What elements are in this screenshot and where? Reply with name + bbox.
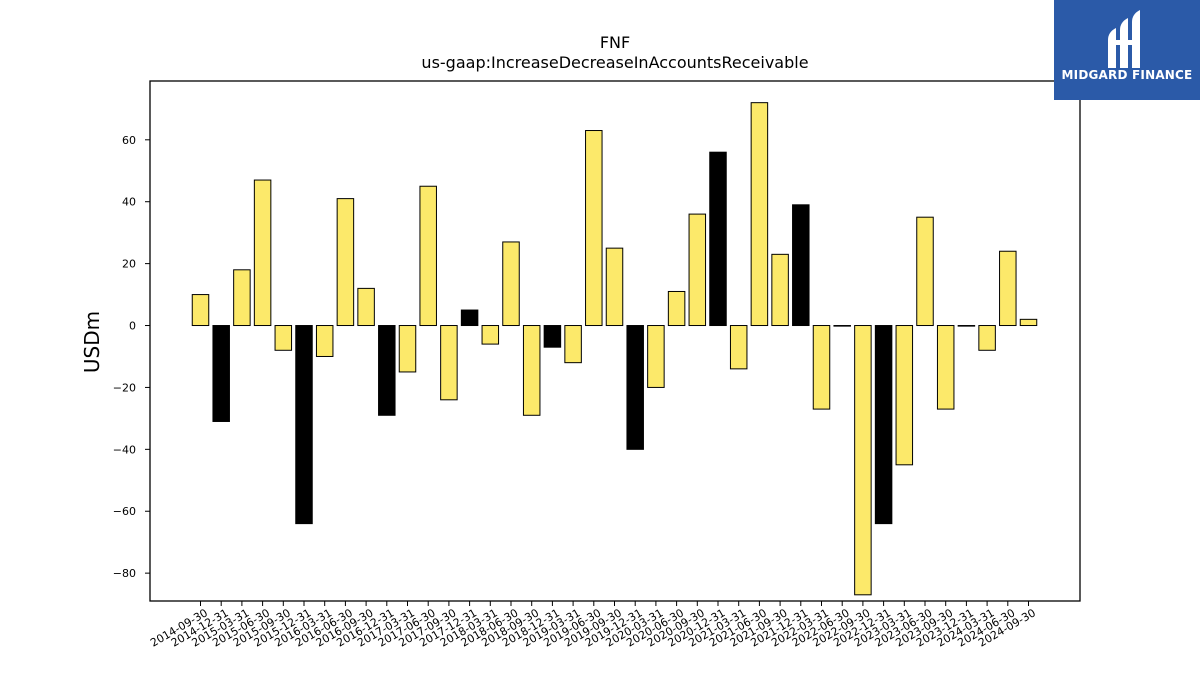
y-axis-label: USDm bbox=[80, 311, 104, 373]
x-axis: 2014-09-302014-12-312015-03-312015-06-30… bbox=[148, 601, 1038, 650]
bar-2017-06-30 bbox=[419, 185, 437, 327]
y-axis: −80 −60 −40 −20 0 20 40 60 bbox=[113, 134, 150, 580]
bar-2022-12-31 bbox=[874, 325, 893, 525]
bar-2016-03-31 bbox=[315, 325, 334, 357]
bar-2014-09-30 bbox=[191, 294, 210, 327]
bar-2018-12-31 bbox=[543, 325, 562, 348]
bar-2020-06-30 bbox=[667, 290, 686, 327]
bar-2022-06-30 bbox=[833, 325, 851, 327]
bar-2018-09-30 bbox=[522, 325, 541, 416]
bar-2023-06-30 bbox=[916, 216, 934, 327]
bar-2023-03-31 bbox=[895, 325, 914, 466]
bar-2017-09-30 bbox=[440, 325, 458, 401]
bar-2015-12-31 bbox=[295, 325, 313, 525]
bar-2022-09-30 bbox=[854, 325, 872, 596]
bar-2016-06-30 bbox=[336, 198, 355, 327]
bar-2022-03-31 bbox=[812, 325, 831, 410]
bars-group bbox=[191, 102, 1038, 596]
y-tick-label: 60 bbox=[122, 134, 136, 147]
y-tick-label: −20 bbox=[113, 381, 136, 394]
bar-2023-12-31 bbox=[957, 325, 976, 327]
bar-2017-12-31 bbox=[460, 309, 479, 327]
bar-2015-06-30 bbox=[253, 179, 272, 327]
bar-2021-09-30 bbox=[771, 253, 789, 327]
y-tick-label: −80 bbox=[113, 567, 136, 580]
logo-text: MIDGARD FINANCE bbox=[1061, 68, 1193, 82]
chart-title: FNF bbox=[600, 33, 630, 52]
bar-2016-12-31 bbox=[378, 325, 396, 416]
bar-2019-03-31 bbox=[564, 325, 582, 364]
bar-2020-03-31 bbox=[647, 325, 665, 388]
bar-2015-09-30 bbox=[274, 325, 293, 351]
bar-2023-09-30 bbox=[936, 325, 955, 410]
bar-2014-12-31 bbox=[212, 325, 230, 422]
bar-2019-12-31 bbox=[626, 325, 644, 450]
bar-2024-03-31 bbox=[978, 325, 996, 351]
y-tick-label: −60 bbox=[113, 505, 136, 518]
brand-logo: MIDGARD FINANCE bbox=[1054, 0, 1200, 100]
y-tick-label: 20 bbox=[122, 258, 136, 271]
y-tick-label: 0 bbox=[129, 320, 136, 333]
bar-2018-03-31 bbox=[481, 325, 500, 345]
bar-2021-06-30 bbox=[750, 102, 769, 327]
bar-2019-06-30 bbox=[585, 130, 603, 327]
bar-2017-03-31 bbox=[398, 325, 417, 373]
plot-frame bbox=[149, 80, 1081, 602]
y-tick-label: −40 bbox=[113, 443, 136, 456]
bar-2019-09-30 bbox=[605, 247, 624, 327]
y-tick-label: 40 bbox=[122, 196, 136, 209]
chart-subtitle: us-gaap:IncreaseDecreaseInAccountsReceiv… bbox=[421, 53, 808, 72]
bar-2021-03-31 bbox=[729, 325, 748, 370]
bar-2021-12-31 bbox=[792, 204, 810, 327]
bar-2016-09-30 bbox=[357, 287, 375, 327]
bar-2024-09-30 bbox=[1019, 318, 1038, 327]
bar-2024-06-30 bbox=[999, 250, 1017, 327]
bar-2020-09-30 bbox=[688, 213, 707, 327]
bar-2020-12-31 bbox=[709, 151, 727, 327]
bar-2015-03-31 bbox=[233, 269, 251, 327]
bar-2018-06-30 bbox=[502, 241, 520, 327]
logo-mark-icon bbox=[1108, 10, 1140, 68]
